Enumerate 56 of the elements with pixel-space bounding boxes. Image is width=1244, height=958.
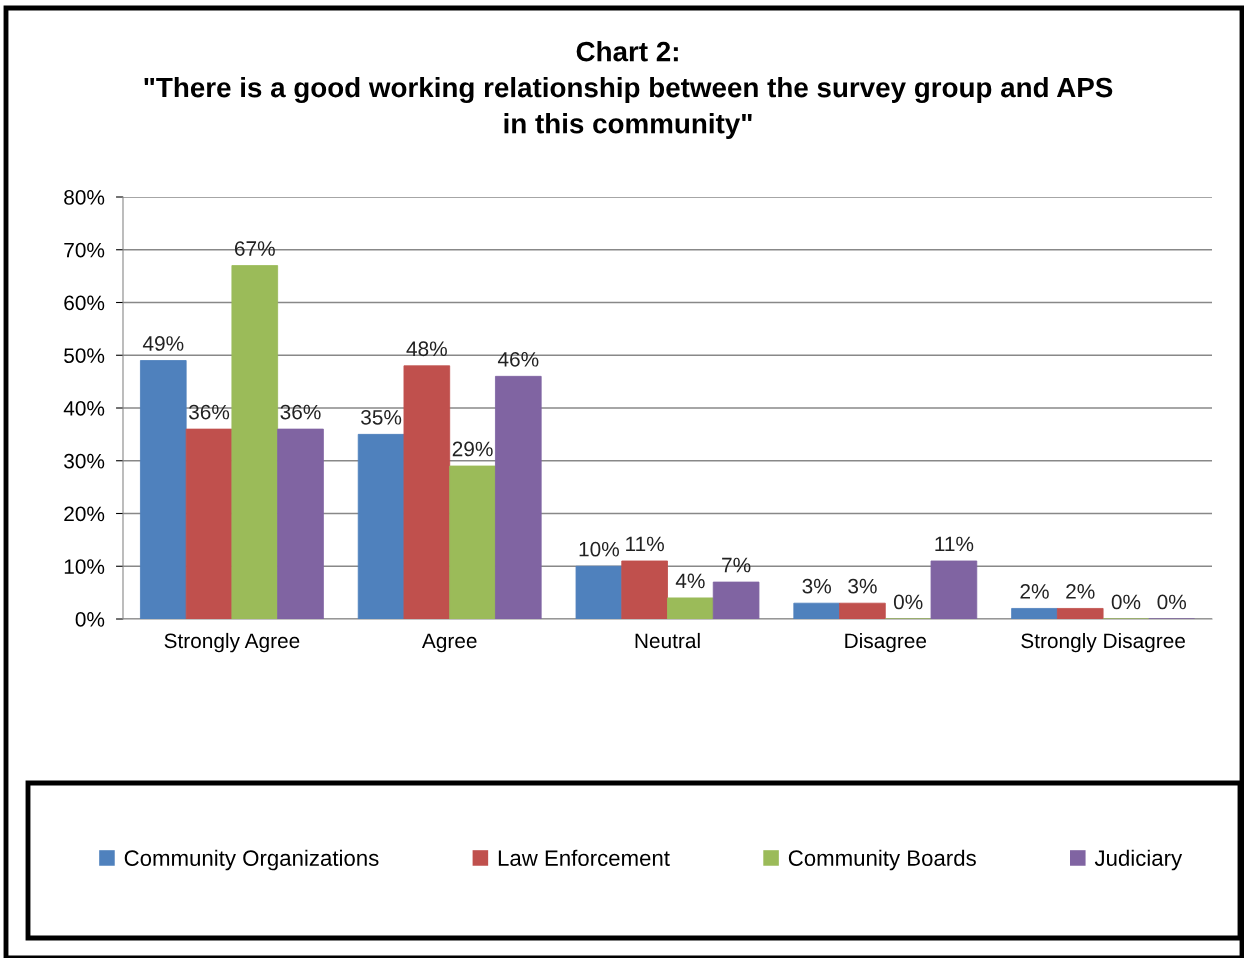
bar xyxy=(449,465,496,619)
data-label: 48% xyxy=(406,341,447,357)
data-label: 0% xyxy=(893,594,923,610)
y-tick-label: 10% xyxy=(64,559,105,574)
y-tick-label: 20% xyxy=(64,506,105,522)
legend-label: Community Organizations xyxy=(124,849,379,871)
data-label: 0% xyxy=(1111,594,1141,610)
y-tick-label: 40% xyxy=(63,401,105,416)
data-label: 11% xyxy=(935,536,974,552)
data-label: 3% xyxy=(848,578,877,594)
y-tick-label: 30% xyxy=(64,453,105,469)
bar xyxy=(793,602,840,619)
y-tick-label: 50% xyxy=(64,348,105,363)
data-label: 36% xyxy=(280,404,321,420)
data-label: 36% xyxy=(188,404,230,420)
data-label: 2% xyxy=(1066,584,1095,599)
x-tick-label: Strongly Agree xyxy=(164,632,300,653)
data-label: 7% xyxy=(722,557,751,573)
bar xyxy=(839,602,886,619)
bar xyxy=(357,433,405,619)
bar xyxy=(403,365,451,619)
data-label: 35% xyxy=(361,409,402,425)
bar xyxy=(185,428,233,619)
y-tick-label: 70% xyxy=(64,242,105,258)
chart-title: Chart 2: "There is a good working relationship between the survey group and APS in this community" xyxy=(144,41,1113,139)
data-label: 67% xyxy=(234,241,275,256)
bar xyxy=(930,560,978,619)
data-label: 2% xyxy=(1020,584,1049,599)
bar xyxy=(495,375,542,619)
data-label: 11% xyxy=(626,536,664,552)
x-tick-label: Neutral xyxy=(635,632,700,649)
x-tick-label: Agree xyxy=(421,633,477,653)
data-label: 10% xyxy=(579,541,619,557)
data-label: 3% xyxy=(802,578,832,594)
bar xyxy=(575,565,623,619)
bar xyxy=(712,581,760,619)
data-label: 49% xyxy=(142,336,184,351)
data-label: 29% xyxy=(452,441,493,457)
y-tick-label: 0% xyxy=(75,612,105,627)
bar xyxy=(140,360,187,619)
bar xyxy=(1056,608,1104,619)
data-label: 46% xyxy=(497,351,539,367)
y-tick-label: 80% xyxy=(64,190,105,205)
bar xyxy=(621,560,668,619)
legend-label: Community Boards xyxy=(788,849,976,871)
bar xyxy=(231,265,279,619)
y-tick-label: 60% xyxy=(64,295,105,311)
bar xyxy=(667,597,714,619)
bar xyxy=(1011,608,1058,619)
data-label: 0% xyxy=(1157,594,1187,610)
bar xyxy=(277,428,324,619)
legend-label: Law Enforcement xyxy=(498,849,670,866)
x-tick-label: Strongly Disagree xyxy=(1021,632,1185,653)
x-tick-label: Disagree xyxy=(845,632,927,653)
legend-label: Judiciary xyxy=(1094,849,1183,871)
data-label: 4% xyxy=(675,573,705,589)
